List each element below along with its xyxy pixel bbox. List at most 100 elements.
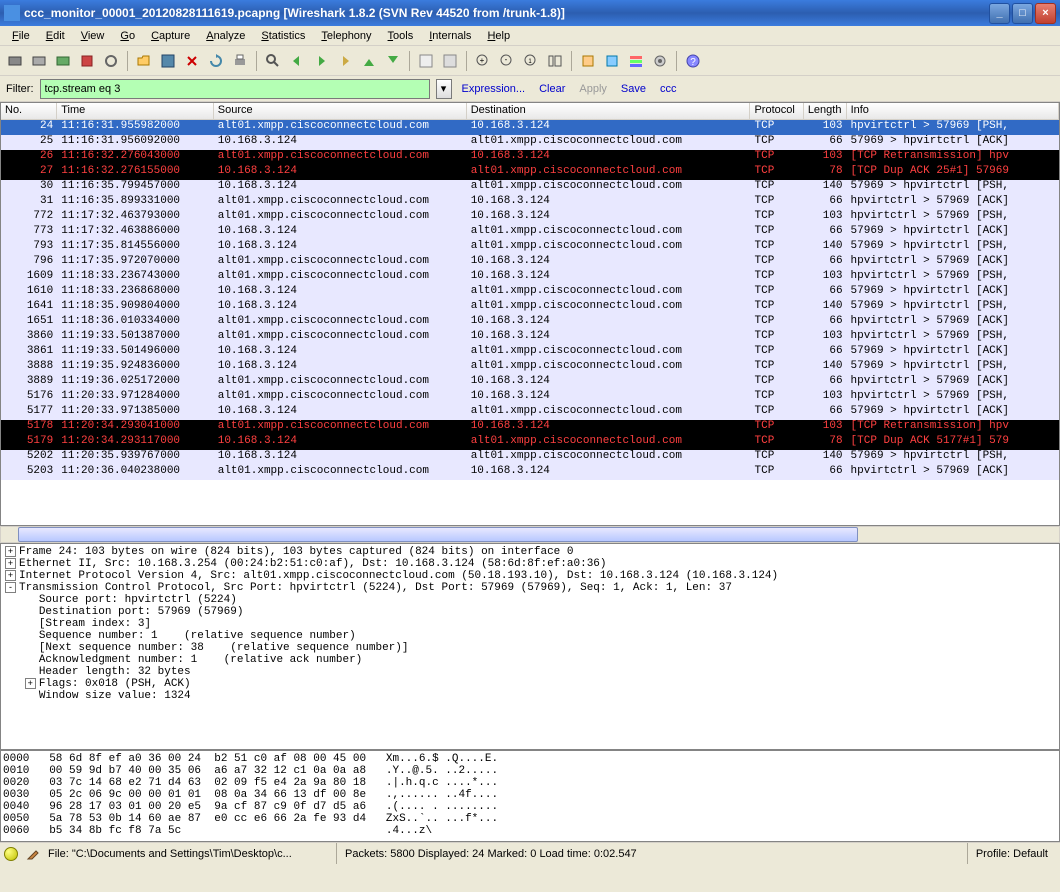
column-header[interactable]: Info bbox=[847, 103, 1059, 119]
column-header[interactable]: Protocol bbox=[750, 103, 803, 119]
edit-icon[interactable] bbox=[26, 847, 40, 861]
hex-line[interactable]: 0000 58 6d 8f ef a0 36 00 24 b2 51 c0 af… bbox=[3, 753, 1057, 765]
maximize-button[interactable]: □ bbox=[1012, 3, 1033, 24]
detail-line[interactable]: Window size value: 1324 bbox=[3, 690, 1057, 702]
packet-row[interactable]: 2611:16:32.276043000alt01.xmpp.ciscoconn… bbox=[1, 150, 1059, 165]
detail-line[interactable]: Source port: hpvirtctrl (5224) bbox=[3, 594, 1057, 606]
resize-columns-icon[interactable] bbox=[544, 50, 566, 72]
menu-analyze[interactable]: Analyze bbox=[198, 28, 253, 44]
detail-line[interactable]: +Internet Protocol Version 4, Src: alt01… bbox=[3, 570, 1057, 582]
packet-row[interactable]: 388811:19:35.92483600010.168.3.124alt01.… bbox=[1, 360, 1059, 375]
packet-row[interactable]: 386111:19:33.50149600010.168.3.124alt01.… bbox=[1, 345, 1059, 360]
open-icon[interactable] bbox=[133, 50, 155, 72]
detail-line[interactable]: Header length: 32 bytes bbox=[3, 666, 1057, 678]
menu-go[interactable]: Go bbox=[112, 28, 143, 44]
menu-statistics[interactable]: Statistics bbox=[253, 28, 313, 44]
reload-icon[interactable] bbox=[205, 50, 227, 72]
go-last-icon[interactable] bbox=[382, 50, 404, 72]
hex-view[interactable]: 0000 58 6d 8f ef a0 36 00 24 b2 51 c0 af… bbox=[0, 750, 1060, 842]
packet-row[interactable]: 79611:17:35.972070000alt01.xmpp.ciscocon… bbox=[1, 255, 1059, 270]
options-icon[interactable] bbox=[28, 50, 50, 72]
expander-icon[interactable]: + bbox=[25, 678, 36, 689]
detail-line[interactable]: Acknowledgment number: 1 (relative ack n… bbox=[3, 654, 1057, 666]
close-button[interactable]: × bbox=[1035, 3, 1056, 24]
packet-row[interactable]: 160911:18:33.236743000alt01.xmpp.ciscoco… bbox=[1, 270, 1059, 285]
close-file-icon[interactable] bbox=[181, 50, 203, 72]
help-icon[interactable]: ? bbox=[682, 50, 704, 72]
restart-capture-icon[interactable] bbox=[100, 50, 122, 72]
filter-dropdown-icon[interactable]: ▾ bbox=[436, 79, 452, 99]
packet-row[interactable]: 517611:20:33.971284000alt01.xmpp.ciscoco… bbox=[1, 390, 1059, 405]
detail-line[interactable]: [Stream index: 3] bbox=[3, 618, 1057, 630]
menu-capture[interactable]: Capture bbox=[143, 28, 198, 44]
detail-line[interactable]: -Transmission Control Protocol, Src Port… bbox=[3, 582, 1057, 594]
column-header[interactable]: No. bbox=[1, 103, 57, 119]
hex-line[interactable]: 0040 96 28 17 03 01 00 20 e5 9a cf 87 c9… bbox=[3, 801, 1057, 813]
packet-row[interactable]: 2511:16:31.95609200010.168.3.124alt01.xm… bbox=[1, 135, 1059, 150]
expander-icon[interactable]: + bbox=[5, 546, 16, 557]
save-filter-button[interactable]: Save bbox=[617, 83, 650, 95]
hex-line[interactable]: 0010 00 59 9d b7 40 00 35 06 a6 a7 32 12… bbox=[3, 765, 1057, 777]
hex-line[interactable]: 0020 03 7c 14 68 e2 71 d4 63 02 09 f5 e4… bbox=[3, 777, 1057, 789]
status-profile[interactable]: Profile: Default bbox=[967, 843, 1056, 864]
save-icon[interactable] bbox=[157, 50, 179, 72]
colorize-icon[interactable] bbox=[415, 50, 437, 72]
hex-line[interactable]: 0060 b5 34 8b fc f8 7a 5c .4...z\ bbox=[3, 825, 1057, 837]
capture-filters-icon[interactable] bbox=[577, 50, 599, 72]
packet-row[interactable]: 77211:17:32.463793000alt01.xmpp.ciscocon… bbox=[1, 210, 1059, 225]
detail-line[interactable]: +Flags: 0x018 (PSH, ACK) bbox=[3, 678, 1057, 690]
menu-edit[interactable]: Edit bbox=[38, 28, 73, 44]
start-capture-icon[interactable] bbox=[52, 50, 74, 72]
display-filters-icon[interactable] bbox=[601, 50, 623, 72]
find-icon[interactable] bbox=[262, 50, 284, 72]
coloring-rules-icon[interactable] bbox=[625, 50, 647, 72]
menu-telephony[interactable]: Telephony bbox=[313, 28, 379, 44]
go-to-icon[interactable] bbox=[334, 50, 356, 72]
zoom-100-icon[interactable]: 1 bbox=[520, 50, 542, 72]
clear-button[interactable]: Clear bbox=[535, 83, 569, 95]
expander-icon[interactable]: + bbox=[5, 558, 16, 569]
packet-row[interactable]: 164111:18:35.90980400010.168.3.124alt01.… bbox=[1, 300, 1059, 315]
packet-row[interactable]: 517711:20:33.97138500010.168.3.124alt01.… bbox=[1, 405, 1059, 420]
column-header[interactable]: Length bbox=[804, 103, 847, 119]
expander-icon[interactable]: - bbox=[5, 582, 16, 593]
packet-row[interactable]: 77311:17:32.46388600010.168.3.124alt01.x… bbox=[1, 225, 1059, 240]
packet-row[interactable]: 2711:16:32.27615500010.168.3.124alt01.xm… bbox=[1, 165, 1059, 180]
detail-line[interactable]: Destination port: 57969 (57969) bbox=[3, 606, 1057, 618]
zoom-in-icon[interactable]: + bbox=[472, 50, 494, 72]
detail-line[interactable]: Sequence number: 1 (relative sequence nu… bbox=[3, 630, 1057, 642]
column-header[interactable]: Destination bbox=[467, 103, 751, 119]
detail-line[interactable]: +Frame 24: 103 bytes on wire (824 bits),… bbox=[3, 546, 1057, 558]
go-first-icon[interactable] bbox=[358, 50, 380, 72]
auto-scroll-icon[interactable] bbox=[439, 50, 461, 72]
menu-help[interactable]: Help bbox=[479, 28, 518, 44]
packet-row[interactable]: 3011:16:35.79945700010.168.3.124alt01.xm… bbox=[1, 180, 1059, 195]
column-header[interactable]: Time bbox=[57, 103, 214, 119]
scrollbar-thumb[interactable] bbox=[18, 527, 858, 542]
packet-row[interactable]: 386011:19:33.501387000alt01.xmpp.ciscoco… bbox=[1, 330, 1059, 345]
packet-row[interactable]: 388911:19:36.025172000alt01.xmpp.ciscoco… bbox=[1, 375, 1059, 390]
packet-row[interactable]: 79311:17:35.81455600010.168.3.124alt01.x… bbox=[1, 240, 1059, 255]
horizontal-scrollbar[interactable] bbox=[0, 526, 1060, 543]
menu-file[interactable]: File bbox=[4, 28, 38, 44]
packet-row[interactable]: 517811:20:34.293041000alt01.xmpp.ciscoco… bbox=[1, 420, 1059, 435]
preferences-icon[interactable] bbox=[649, 50, 671, 72]
packet-row[interactable]: 3111:16:35.899331000alt01.xmpp.ciscoconn… bbox=[1, 195, 1059, 210]
packet-details[interactable]: +Frame 24: 103 bytes on wire (824 bits),… bbox=[0, 543, 1060, 750]
print-icon[interactable] bbox=[229, 50, 251, 72]
filter-input[interactable] bbox=[40, 79, 430, 99]
packet-row[interactable]: 520311:20:36.040238000alt01.xmpp.ciscoco… bbox=[1, 465, 1059, 480]
packet-row[interactable]: 165111:18:36.010334000alt01.xmpp.ciscoco… bbox=[1, 315, 1059, 330]
detail-line[interactable]: +Ethernet II, Src: 10.168.3.254 (00:24:b… bbox=[3, 558, 1057, 570]
packet-row[interactable]: 2411:16:31.955982000alt01.xmpp.ciscoconn… bbox=[1, 120, 1059, 135]
ccc-button[interactable]: ccc bbox=[656, 83, 681, 95]
packet-list[interactable]: No.TimeSourceDestinationProtocolLengthIn… bbox=[0, 102, 1060, 526]
stop-capture-icon[interactable] bbox=[76, 50, 98, 72]
menu-internals[interactable]: Internals bbox=[421, 28, 479, 44]
interfaces-icon[interactable] bbox=[4, 50, 26, 72]
hex-line[interactable]: 0030 05 2c 06 9c 00 00 01 01 08 0a 34 66… bbox=[3, 789, 1057, 801]
packet-row[interactable]: 517911:20:34.29311700010.168.3.124alt01.… bbox=[1, 435, 1059, 450]
zoom-out-icon[interactable]: - bbox=[496, 50, 518, 72]
minimize-button[interactable]: _ bbox=[989, 3, 1010, 24]
go-back-icon[interactable] bbox=[286, 50, 308, 72]
